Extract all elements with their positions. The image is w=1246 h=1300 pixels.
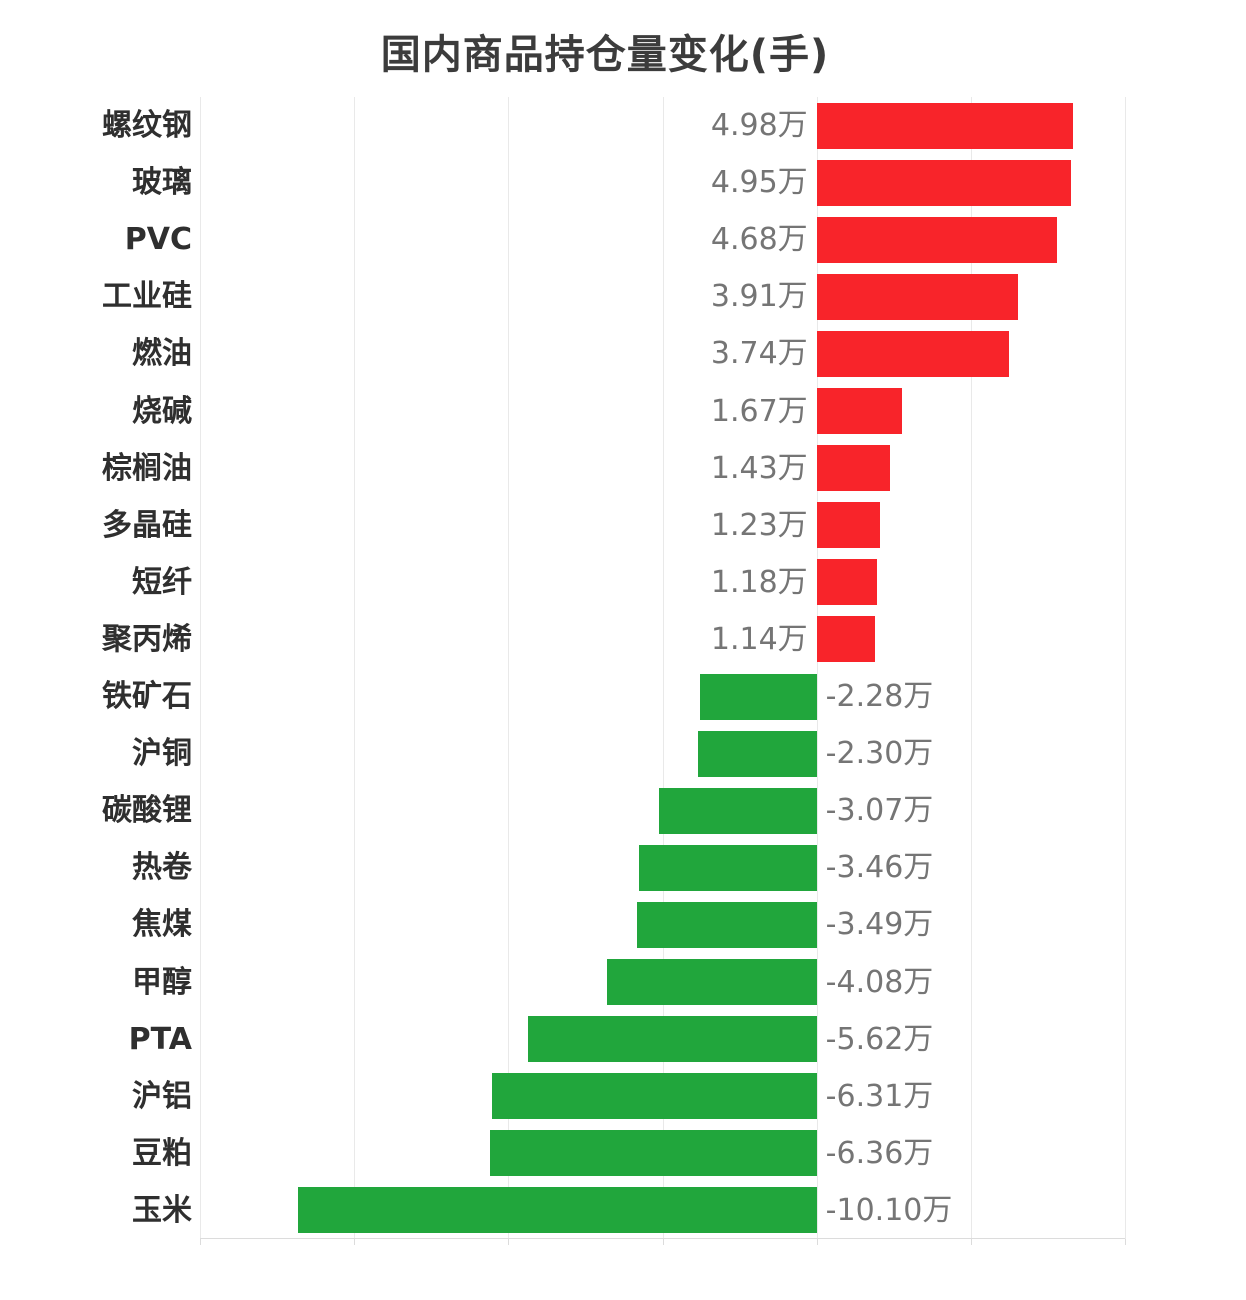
bar bbox=[638, 844, 817, 891]
gridline bbox=[970, 97, 972, 1239]
gridline bbox=[816, 97, 818, 1239]
bar bbox=[816, 330, 1009, 377]
category-label: 烧碱 bbox=[132, 393, 192, 429]
value-label: -6.31万 bbox=[825, 1078, 934, 1114]
category-label: 多晶硅 bbox=[102, 507, 192, 543]
category-label: 沪铜 bbox=[132, 736, 192, 772]
bar bbox=[297, 1187, 817, 1234]
category-label: 棕榈油 bbox=[102, 450, 192, 486]
value-label: -3.07万 bbox=[825, 793, 934, 829]
value-label: 1.67万 bbox=[710, 393, 808, 429]
bar bbox=[699, 673, 817, 720]
value-label: -4.08万 bbox=[825, 964, 934, 1000]
category-label: 铁矿石 bbox=[102, 679, 192, 714]
axis-tick bbox=[662, 1239, 664, 1245]
bar bbox=[816, 102, 1073, 149]
bar bbox=[637, 901, 817, 948]
value-label: 3.91万 bbox=[710, 279, 808, 315]
value-label: -3.46万 bbox=[825, 850, 934, 886]
category-label: 短纤 bbox=[132, 564, 192, 600]
gridline bbox=[662, 97, 664, 1239]
value-label: -2.28万 bbox=[825, 679, 934, 714]
value-label: -3.49万 bbox=[825, 907, 934, 943]
category-label: 沪铝 bbox=[132, 1078, 192, 1114]
bar bbox=[489, 1130, 817, 1177]
value-label: -6.36万 bbox=[825, 1135, 934, 1171]
value-label: 1.14万 bbox=[710, 621, 808, 657]
value-label: -5.62万 bbox=[825, 1021, 934, 1057]
gridline bbox=[200, 97, 201, 1239]
value-label: -10.10万 bbox=[825, 1192, 953, 1228]
gridline bbox=[354, 97, 356, 1239]
category-label: 玻璃 bbox=[132, 165, 192, 201]
bar bbox=[816, 559, 878, 606]
gridline bbox=[508, 97, 510, 1239]
plot-area: 螺纹钢 4.98万玻璃 4.95万 PVC 4.68万工业硅 3.91万燃油 3.74万烧碱… bbox=[102, 97, 1126, 1245]
axis-tick bbox=[508, 1239, 510, 1245]
axis-tick bbox=[816, 1239, 818, 1245]
bar bbox=[658, 787, 817, 834]
category-label: 热卷 bbox=[132, 850, 192, 886]
bar bbox=[527, 1016, 817, 1063]
value-label: 1.23万 bbox=[710, 507, 808, 543]
category-label: 玉米 bbox=[132, 1192, 192, 1228]
bar bbox=[816, 388, 903, 435]
bar bbox=[816, 273, 1018, 320]
value-label: 4.95万 bbox=[710, 165, 808, 201]
category-label: 豆粕 bbox=[132, 1135, 192, 1171]
category-label: 工业硅 bbox=[102, 279, 192, 315]
axis-tick bbox=[354, 1239, 356, 1245]
category-label: PTA bbox=[128, 1021, 192, 1057]
x-axis-line bbox=[200, 1238, 1125, 1239]
gridline bbox=[1125, 97, 1126, 1239]
bar bbox=[698, 730, 817, 777]
value-label: 1.18万 bbox=[710, 564, 808, 600]
category-label: 螺纹钢 bbox=[102, 108, 192, 143]
bar bbox=[816, 445, 891, 492]
bar bbox=[816, 159, 1072, 206]
category-label: 碳酸锂 bbox=[102, 793, 192, 829]
axis-tick bbox=[1125, 1239, 1126, 1245]
category-label: 甲醇 bbox=[132, 964, 192, 1000]
category-label: PVC bbox=[124, 222, 192, 258]
value-label: 4.98万 bbox=[710, 108, 808, 143]
chart-title: 国内商品持仓量变化(手) bbox=[380, 32, 830, 78]
bar bbox=[816, 616, 876, 663]
bar bbox=[607, 959, 817, 1006]
category-label: 燃油 bbox=[132, 336, 192, 372]
bar bbox=[492, 1073, 817, 1120]
bar bbox=[816, 502, 880, 549]
value-label: 4.68万 bbox=[710, 222, 808, 258]
value-label: 1.43万 bbox=[710, 450, 808, 486]
category-label: 焦煤 bbox=[132, 907, 192, 943]
value-label: -2.30万 bbox=[825, 736, 934, 772]
category-label: 聚丙烯 bbox=[102, 621, 192, 657]
value-label: 3.74万 bbox=[710, 336, 808, 372]
bar bbox=[816, 216, 1058, 263]
axis-tick bbox=[200, 1239, 201, 1245]
axis-tick bbox=[970, 1239, 972, 1245]
